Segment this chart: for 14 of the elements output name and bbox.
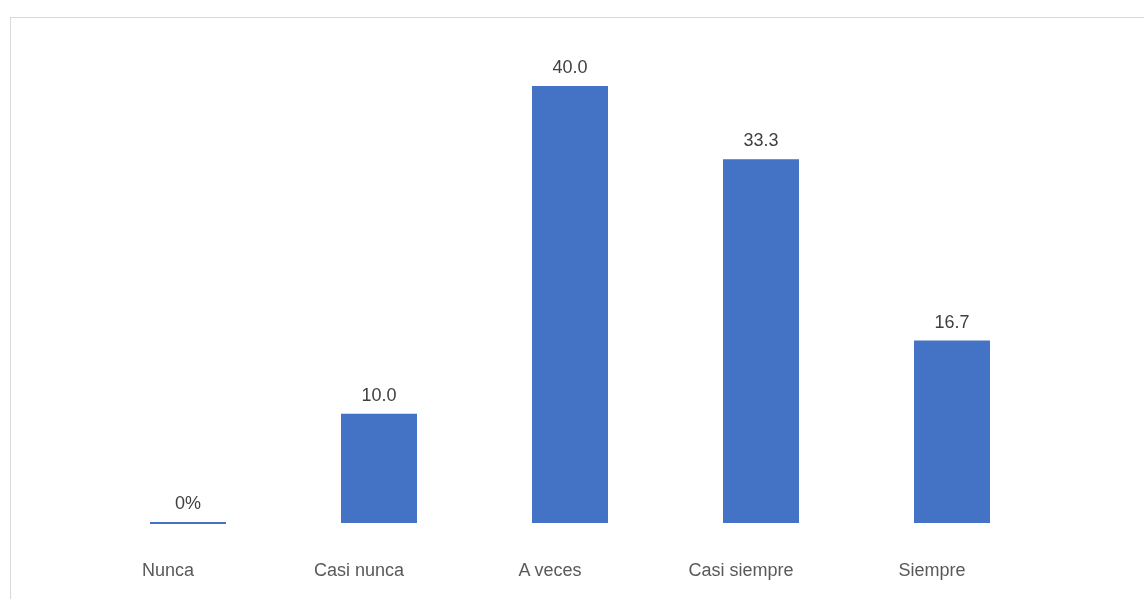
- data-label: 40.0: [552, 57, 588, 77]
- bar: [723, 159, 799, 523]
- x-tick-label: Siempre: [898, 560, 966, 580]
- x-tick-label: Nunca: [141, 560, 195, 580]
- bar: [341, 413, 417, 523]
- data-label: 16.7: [934, 311, 970, 332]
- x-tick-label: A veces: [518, 560, 582, 580]
- data-label: 10.0: [361, 384, 397, 405]
- bar: [914, 340, 990, 523]
- data-label: 33.3: [743, 130, 779, 151]
- data-label: 0%: [174, 493, 202, 513]
- bar: [532, 86, 608, 523]
- x-tick-label: Casi nunca: [313, 560, 406, 580]
- x-tick-label: Casi siempre: [688, 560, 794, 580]
